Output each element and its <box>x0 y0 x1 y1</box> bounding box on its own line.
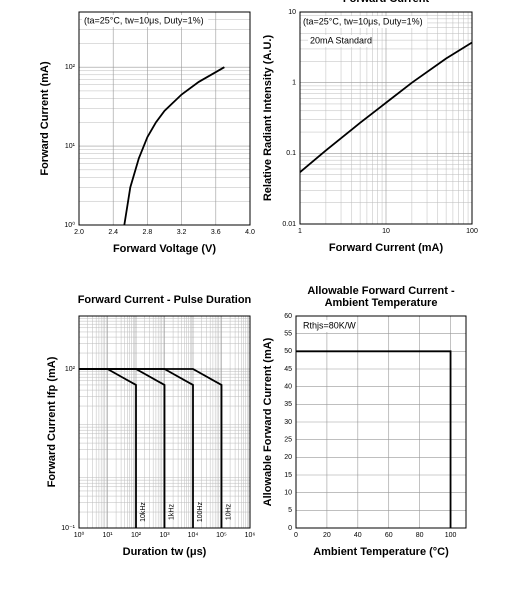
x-tick-label: 1 <box>298 228 302 235</box>
data-line <box>79 368 166 528</box>
y-tick-label: 35 <box>284 401 292 408</box>
y-tick-label: 60 <box>284 313 292 320</box>
annotation: (ta=25°C, tw=10μs, Duty=1%) <box>303 16 423 26</box>
y-tick-label: 0.01 <box>282 221 296 228</box>
plot-frame <box>78 11 251 226</box>
y-axis-label: Forward Current Ifp (mA) <box>46 356 58 487</box>
y-tick-label: 20 <box>284 454 292 461</box>
x-tick-label: 4.0 <box>245 229 255 236</box>
y-tick-label: 0 <box>288 525 292 532</box>
x-tick-label: 2.8 <box>143 229 153 236</box>
x-tick-label: 10³ <box>159 532 170 539</box>
x-tick-label: 0 <box>294 532 298 539</box>
y-tick-label: 10⁻¹ <box>61 525 75 532</box>
annotation: Rthjs=80K/W <box>303 320 356 330</box>
x-tick-label: 3.2 <box>177 229 187 236</box>
y-axis-label: Forward Current (mA) <box>39 61 51 176</box>
series-label: 10Hz <box>225 503 232 520</box>
x-tick-label: 10² <box>131 532 142 539</box>
x-tick-label: 40 <box>354 532 362 539</box>
annotation-bg <box>308 35 370 47</box>
x-tick-label: 10⁵ <box>216 532 227 539</box>
y-tick-label: 10 <box>288 9 296 16</box>
y-tick-label: 0.1 <box>286 150 296 157</box>
y-tick-label: 30 <box>284 419 292 426</box>
x-axis-label: Ambient Temperature (°C) <box>313 546 449 558</box>
series-label: 100Hz <box>197 501 204 522</box>
y-tick-label: 45 <box>284 366 292 373</box>
y-tick-label: 40 <box>284 384 292 391</box>
x-tick-label: 100 <box>445 532 457 539</box>
x-tick-label: 60 <box>385 532 393 539</box>
x-axis-label: Duration tw (μs) <box>123 546 207 558</box>
y-tick-label: 5 <box>288 507 292 514</box>
x-tick-label: 2.4 <box>108 229 118 236</box>
x-axis-label: Forward Current (mA) <box>329 242 444 254</box>
y-tick-label: 1 <box>292 80 296 87</box>
x-axis-label: Forward Voltage (V) <box>113 243 216 255</box>
data-line <box>79 368 223 528</box>
annotation-bg <box>82 15 209 27</box>
data-line <box>299 41 473 173</box>
x-tick-label: 100 <box>466 228 478 235</box>
x-tick-label: 10⁴ <box>188 532 199 539</box>
x-tick-label: 3.6 <box>211 229 221 236</box>
x-tick-label: 10¹ <box>102 532 113 539</box>
x-tick-label: 10 <box>382 228 390 235</box>
chart-title: Forward Current <box>343 0 430 5</box>
x-tick-label: 2.0 <box>74 229 84 236</box>
y-axis-label: Relative Radiant Intensity (A.U.) <box>262 35 274 202</box>
chart-title: Allowable Forward Current - <box>307 285 455 297</box>
y-tick-label: 15 <box>284 472 292 479</box>
y-tick-label: 50 <box>284 348 292 355</box>
x-tick-label: 10⁶ <box>245 532 256 539</box>
y-axis-label: Allowable Forward Current (mA) <box>262 337 274 506</box>
y-tick-label: 25 <box>284 437 292 444</box>
x-tick-label: 10⁰ <box>74 531 85 539</box>
plot-frame <box>299 11 473 225</box>
y-tick-label: 10² <box>65 366 76 373</box>
y-tick-label: 10² <box>65 64 76 71</box>
x-tick-label: 80 <box>416 532 424 539</box>
x-tick-label: 20 <box>323 532 331 539</box>
y-tick-label: 55 <box>284 331 292 338</box>
chart-title: Ambient Temperature <box>325 297 438 309</box>
chart-title: Forward Current - Pulse Duration <box>78 294 252 306</box>
y-tick-label: 10 <box>284 490 292 497</box>
annotation: (ta=25°C, tw=10μs, Duty=1%) <box>84 15 204 25</box>
data-line <box>123 66 225 226</box>
annotation-bg <box>301 320 354 332</box>
y-tick-label: 10⁰ <box>64 221 75 229</box>
annotation: 20mA Standard <box>310 35 372 45</box>
annotation-bg <box>301 16 428 28</box>
series-label: 1kHz <box>168 504 175 520</box>
data-line <box>296 350 452 528</box>
y-tick-label: 10¹ <box>65 143 76 150</box>
series-label: 10kHz <box>140 502 147 522</box>
plot-frame <box>295 315 467 529</box>
